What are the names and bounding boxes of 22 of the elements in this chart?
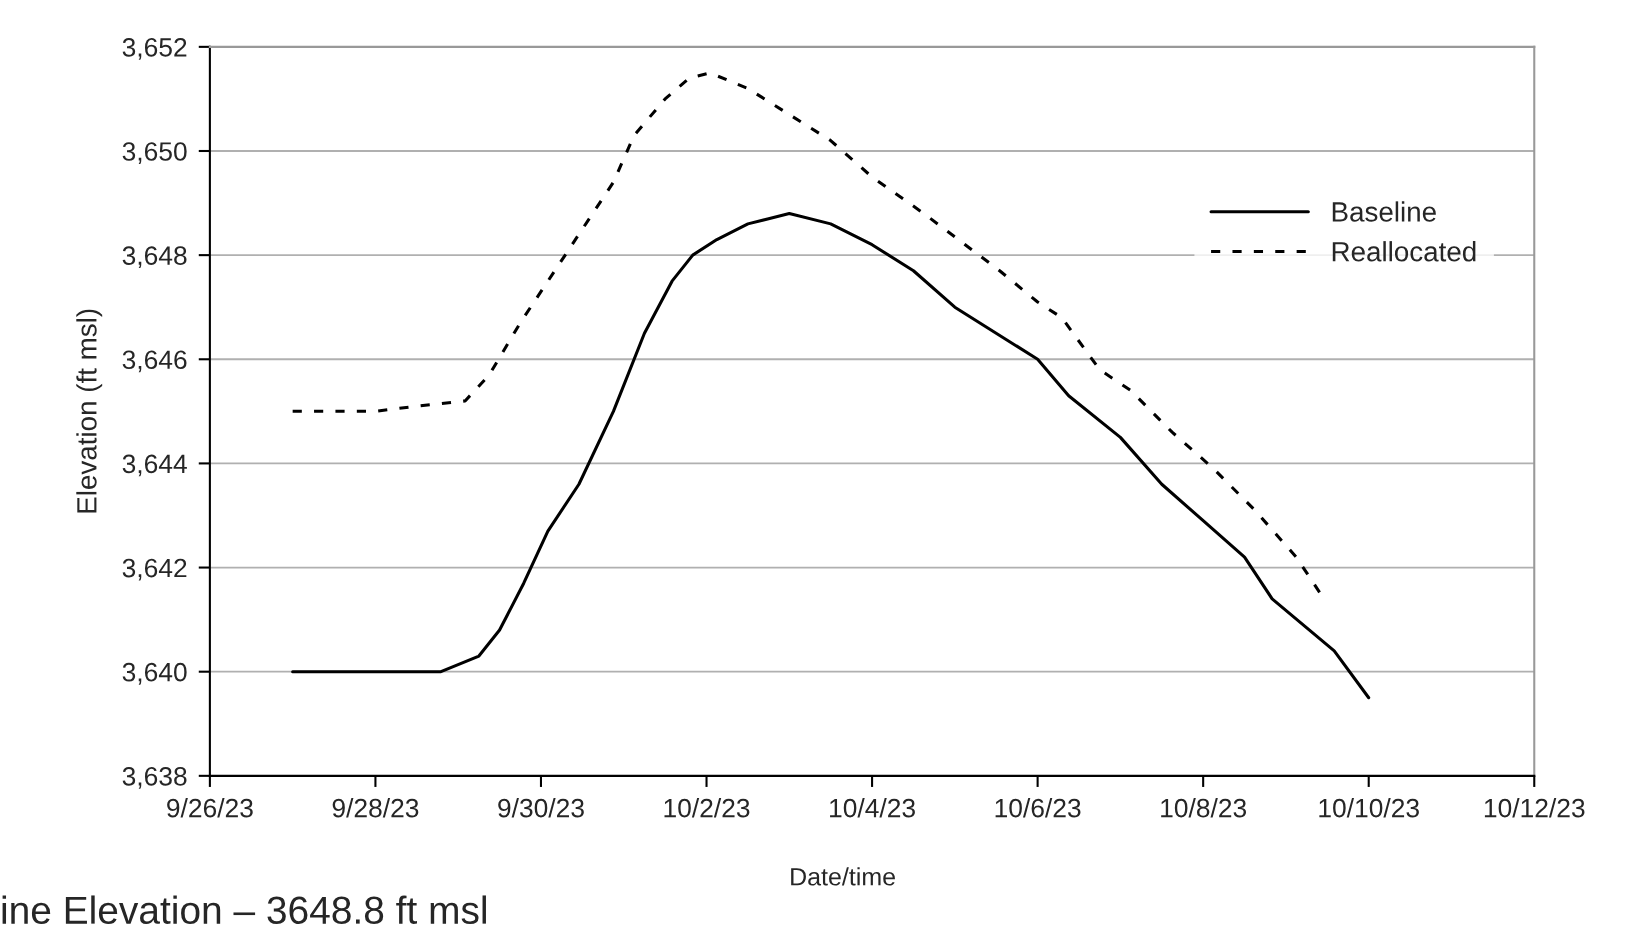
y-tick-label: 3,640: [122, 662, 187, 685]
legend-label: Reallocated: [1332, 241, 1476, 262]
x-tick-label: 10/2/23: [664, 798, 750, 818]
y-tick-label: 3,650: [122, 142, 187, 164]
x-tick-label: 10/8/23: [1161, 798, 1247, 818]
y-tick-label: 3,646: [122, 350, 187, 373]
text: ine Elevation – 3648.8 ft msl: [2, 895, 486, 925]
x-tick-label: 9/30/23: [498, 798, 584, 818]
x-tick-label: 9/26/23: [167, 798, 253, 818]
x-tick-label: 10/6/23: [995, 798, 1081, 818]
x-tick-label: 10/10/23: [1319, 798, 1419, 818]
y-tick-label: 3,644: [122, 454, 187, 477]
x-tick-label: 10/4/23: [830, 798, 915, 818]
x-axis-title: Date/time: [791, 867, 895, 886]
y-tick-label: 3,648: [122, 246, 187, 269]
y-tick-label: 3,642: [122, 558, 187, 581]
x-tick-label: 9/28/23: [332, 798, 419, 818]
x-tick-label: 10/12/23: [1484, 798, 1585, 818]
y-axis-title: Elevation (ft msl): [76, 309, 103, 513]
y-tick-label: 3,652: [122, 37, 187, 60]
legend-label: Baseline: [1332, 201, 1436, 222]
y-tick-label: 3,638: [122, 766, 187, 789]
